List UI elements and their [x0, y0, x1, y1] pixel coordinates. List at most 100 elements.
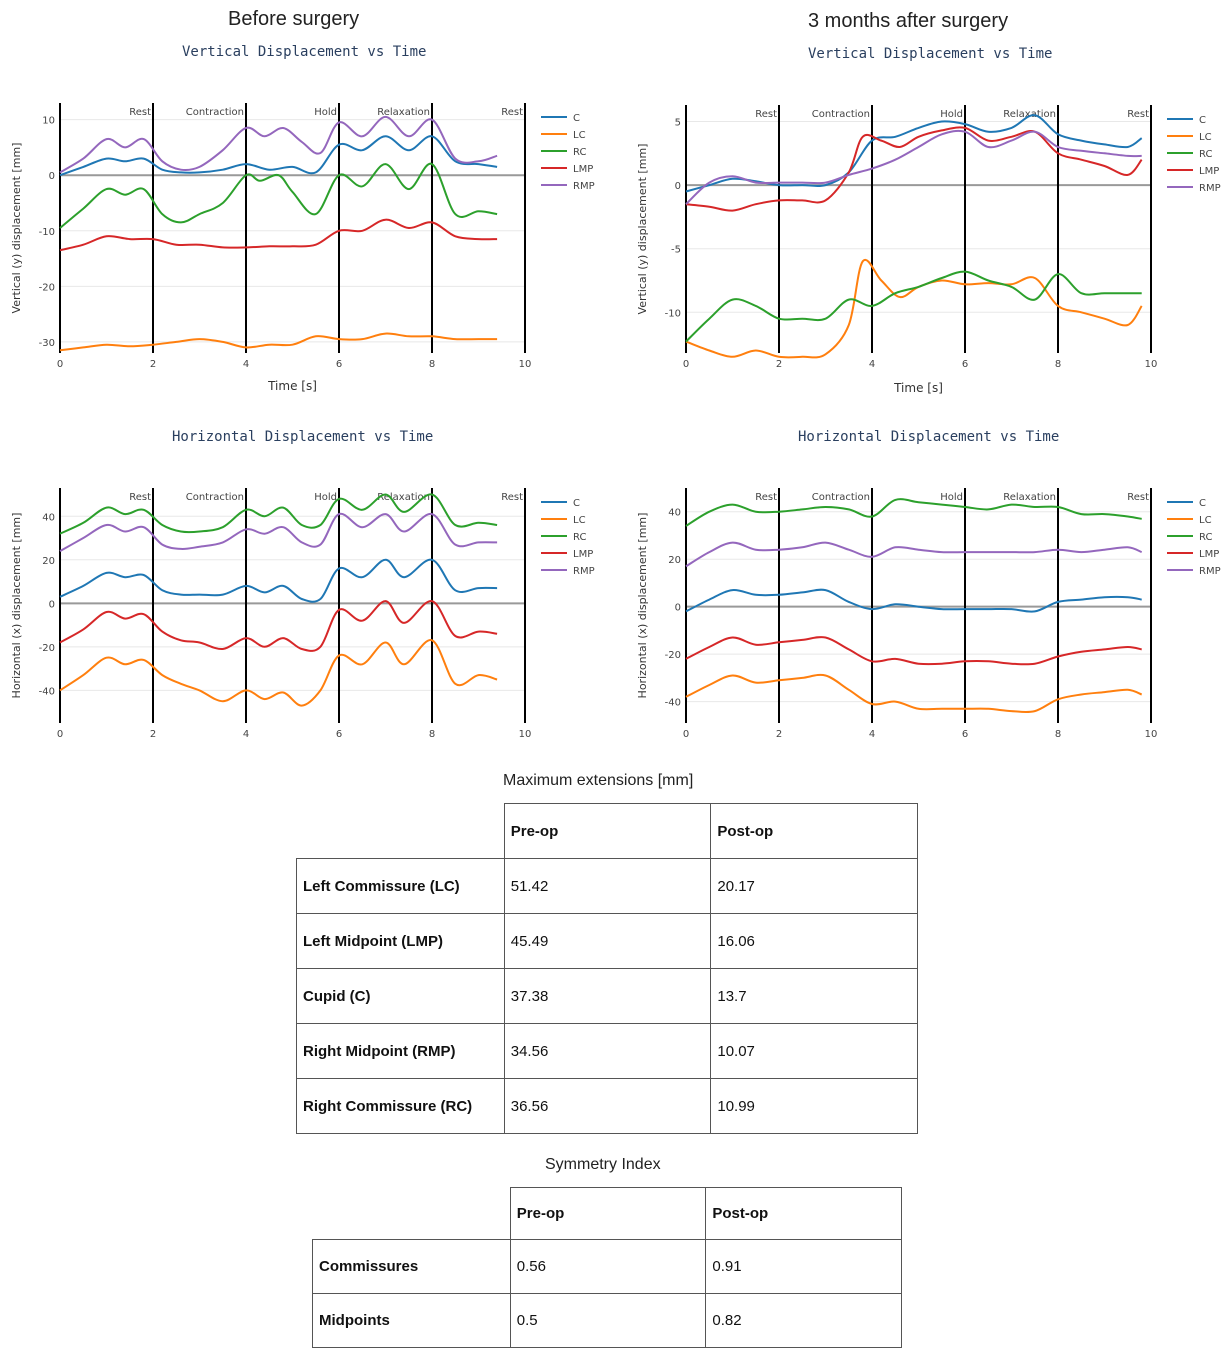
pre-op-value: 36.56: [503, 1078, 712, 1134]
legend-label: RMP: [1199, 183, 1221, 194]
pre-op-value: 0.56: [509, 1239, 707, 1294]
y-tick-label: 20: [668, 555, 681, 566]
y-tick-label: -10: [39, 227, 55, 238]
phase-label: Relaxation: [377, 107, 430, 118]
legend-label: C: [1199, 498, 1206, 509]
series-line-lc: [685, 258, 1143, 359]
table-row: Cupid (C) 37.38 13.7: [296, 968, 918, 1024]
y-tick-label: 0: [675, 181, 681, 192]
post-op-value: 0.82: [705, 1293, 902, 1348]
after-surgery-title: 3 months after surgery: [808, 10, 1009, 32]
pre-op-value: 34.56: [503, 1023, 712, 1079]
y-tick-label: -30: [39, 338, 55, 349]
x-tick-label: 6: [336, 729, 342, 740]
series-line-c: [685, 588, 1142, 613]
series-line-lc: [59, 332, 498, 352]
y-tick-label: 40: [42, 512, 55, 523]
legend-label: LC: [573, 515, 586, 526]
series-line-rc: [59, 493, 498, 535]
pre-vertical-chart-title: Vertical Displacement vs Time: [182, 44, 427, 60]
row-label: Right Midpoint (RMP): [296, 1023, 505, 1079]
table-row: Right Midpoint (RMP) 34.56 10.07: [296, 1023, 918, 1079]
y-tick-label: 20: [42, 556, 55, 567]
legend-label: RC: [1199, 149, 1212, 160]
series-line-rmp: [59, 115, 498, 174]
header-post-op: Post-op: [710, 803, 918, 859]
x-tick-label: 0: [683, 359, 689, 370]
legend-label: RMP: [1199, 566, 1221, 577]
x-tick-label: 6: [962, 359, 968, 370]
y-tick-label: 40: [668, 508, 681, 519]
post-op-value: 16.06: [710, 913, 918, 969]
y-tick-label: 5: [675, 118, 681, 129]
series-line-c: [59, 135, 498, 177]
legend-label: RMP: [573, 181, 595, 192]
x-tick-label: 8: [1055, 359, 1061, 370]
post-op-value: 10.07: [710, 1023, 918, 1079]
legend-label: C: [573, 113, 580, 124]
x-tick-label: 0: [57, 359, 63, 370]
legend-label: C: [573, 498, 580, 509]
legend-label: LC: [573, 130, 586, 141]
pre-op-value: 37.38: [503, 968, 712, 1024]
header-pre-op: Pre-op: [503, 803, 712, 859]
symmetry-index-title: Symmetry Index: [545, 1156, 661, 1173]
x-tick-label: 0: [683, 729, 689, 740]
phase-label: Rest: [1127, 492, 1149, 503]
y-tick-label: -20: [665, 650, 681, 661]
post-op-value: 0.91: [705, 1239, 902, 1294]
phase-label: Hold: [314, 107, 337, 118]
x-tick-label: 10: [519, 729, 532, 740]
x-tick-label: 4: [869, 729, 875, 740]
x-tick-label: 10: [1145, 359, 1158, 370]
phase-label: Contraction: [186, 107, 244, 118]
y-axis-label: Vertical (y) displacement [mm]: [10, 143, 23, 314]
legend-label: RMP: [573, 566, 595, 577]
legend-label: C: [1199, 115, 1206, 126]
y-tick-label: -10: [665, 308, 681, 319]
legend-label: LC: [1199, 132, 1212, 143]
x-tick-label: 4: [243, 359, 249, 370]
row-label: Cupid (C): [296, 968, 505, 1024]
symmetry-index-table: Pre-op Post-op Commissures 0.56 0.91 Mid…: [312, 1187, 902, 1348]
x-tick-label: 2: [150, 359, 156, 370]
pre-vertical-chart: 10 0 -10 -20 -30 Rest Contraction Hold Relaxatio…: [10, 103, 595, 393]
max-extensions-title: Maximum extensions [mm]: [503, 772, 694, 789]
row-label: Commissures: [312, 1239, 511, 1294]
y-tick-label: -20: [39, 282, 55, 293]
y-tick-label: -40: [665, 698, 681, 709]
series-line-rc: [685, 270, 1142, 343]
series-line-rmp: [685, 541, 1143, 568]
legend-label: LMP: [1199, 549, 1219, 560]
row-label: Right Commissure (RC): [296, 1078, 505, 1134]
y-tick-label: -5: [671, 245, 681, 256]
series-line-lmp: [685, 126, 1143, 212]
series-line-c: [685, 114, 1143, 193]
phase-label: Contraction: [812, 109, 870, 120]
phase-label: Rest: [755, 109, 777, 120]
legend-label: LC: [1199, 515, 1212, 526]
pre-op-value: 51.42: [503, 858, 712, 914]
y-tick-label: 0: [49, 171, 55, 182]
x-tick-label: 8: [429, 359, 435, 370]
table-row: Right Commissure (RC) 36.56 10.99: [296, 1078, 918, 1134]
table-row: Midpoints 0.5 0.82: [312, 1293, 902, 1348]
phase-label: Hold: [940, 492, 963, 503]
phase-label: Rest: [501, 107, 523, 118]
series-line-rmp: [685, 129, 1142, 205]
row-label: Left Commissure (LC): [296, 858, 505, 914]
y-tick-label: 0: [49, 599, 55, 610]
post-vertical-chart: 5 0 -5 -10 Rest Contraction Hold Relaxation Rest…: [636, 105, 1221, 395]
legend-label: LMP: [573, 164, 593, 175]
x-tick-label: 4: [869, 359, 875, 370]
post-op-value: 10.99: [710, 1078, 918, 1134]
y-tick-label: 10: [42, 116, 55, 127]
series-line-lc: [685, 673, 1143, 714]
phase-label: Rest: [501, 492, 523, 503]
phase-label: Rest: [755, 492, 777, 503]
legend-label: RC: [573, 147, 586, 158]
series-line-lmp: [59, 600, 498, 652]
phase-label: Rest: [129, 107, 151, 118]
